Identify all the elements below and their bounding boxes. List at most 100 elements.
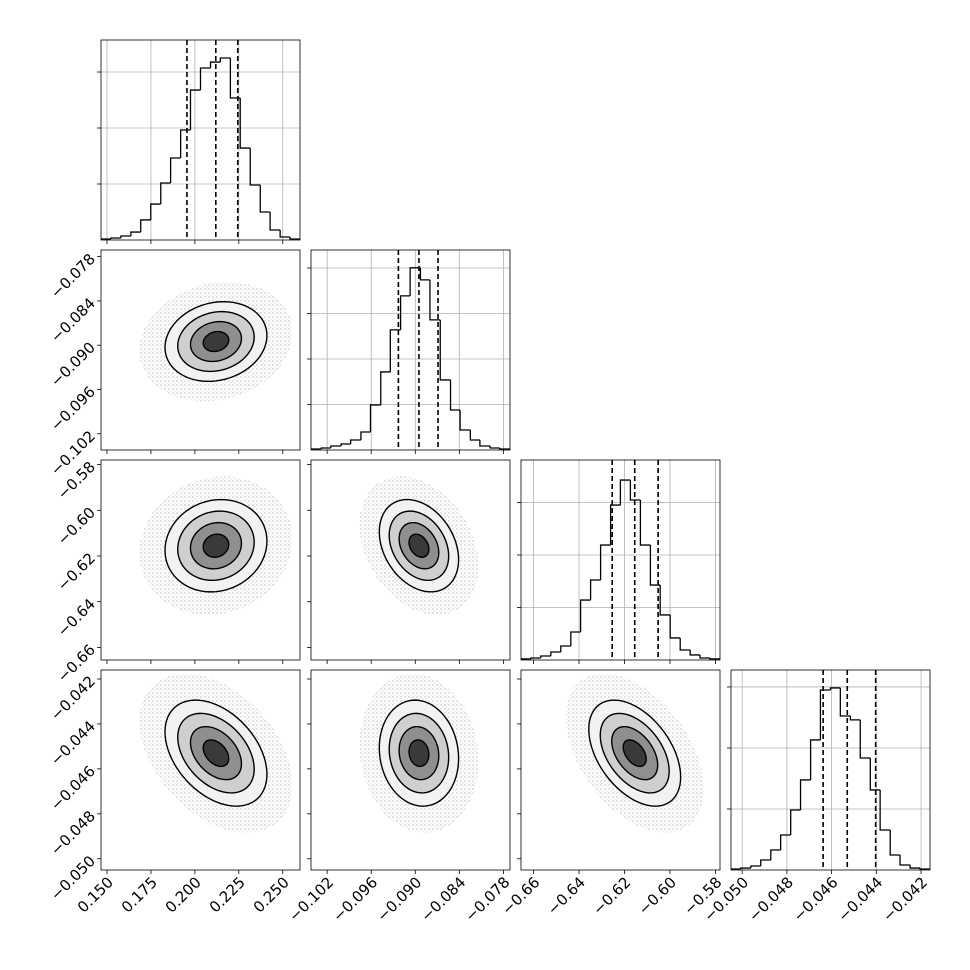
contour-line [588,699,682,807]
contour-line [177,712,255,794]
contour-line [189,521,243,570]
panel [311,250,510,450]
panel [565,673,704,833]
contour-line [378,498,460,593]
contour-fill [409,534,429,558]
panel-frame [310,669,511,871]
histogram-bin [899,854,911,866]
contour-line [408,739,430,768]
panel [139,281,293,402]
histogram-bin [689,650,700,656]
histogram-bin [449,379,461,411]
histogram-bin [279,230,290,238]
contour-line [378,699,460,807]
histogram-bin [639,500,651,546]
histogram-bin [521,658,532,660]
histogram-bin [369,404,381,432]
histogram-bin [560,645,571,653]
histogram-bin [809,739,821,780]
x-tick-label: 0.200 [162,873,205,916]
histogram-bin [311,448,322,450]
histogram-bin [839,687,851,717]
panel [139,673,293,833]
histogram-bin [609,504,621,546]
histogram-bin [419,267,430,281]
histogram-bin [499,447,510,450]
panel-frame [100,249,301,451]
panel-frame [100,39,301,241]
histogram-bin [320,447,331,449]
panel [359,476,479,615]
histogram-bin [829,687,841,691]
histogram-bin [589,579,601,601]
x-tick-label: −0.102 [285,873,337,925]
histogram-bin [209,61,221,68]
contour-line [611,725,659,781]
histogram-bin [849,716,861,721]
panel [731,670,930,870]
panel [139,476,293,615]
panel-frame [100,669,301,871]
histogram-bin [540,655,551,659]
histogram-bin [489,445,500,449]
histogram-bin [409,267,421,296]
x-tick-label: −0.084 [417,873,469,925]
histogram-bin [249,148,261,186]
histogram-bin [429,279,441,321]
histogram-bin [530,657,541,659]
contour-line [189,725,243,781]
contour-line [408,533,430,558]
y-tick-label: −0.096 [47,383,99,435]
contour-line [398,725,440,781]
x-tick-label: 0.175 [118,873,161,916]
x-tick-label: −0.60 [635,873,680,918]
x-tick-label: −0.046 [790,873,842,925]
histogram-bin [120,235,131,238]
x-tick-label: −0.048 [745,873,797,925]
x-tick-label: 0.250 [250,873,293,916]
histogram-bin [110,237,121,239]
panel-frame [100,459,301,661]
histogram-bin [599,544,611,580]
contour-line [599,712,670,794]
x-tick-label: −0.090 [373,873,425,925]
histogram-bin [199,67,211,91]
histogram-bin [889,829,901,856]
histogram-bin [229,58,241,99]
contour-line [388,510,450,582]
histogram-bin [770,849,781,860]
y-tick-label: −0.046 [47,762,99,814]
y-tick-label: −0.044 [47,717,99,769]
histogram-bin [699,654,710,659]
histogram-bin [289,236,300,240]
histogram-bin [150,203,161,220]
y-tick-label: −0.60 [54,504,99,549]
histogram-bin [760,859,771,866]
histogram-bin [269,212,281,231]
histogram-bin [550,651,561,657]
contour-line [202,533,230,558]
histogram-bin [219,57,231,63]
histogram-bin [101,238,112,240]
histogram-bin [731,868,741,870]
histogram-bin [859,719,871,759]
panel-frame [310,249,511,451]
histogram-bin [179,129,191,159]
histogram-bin [649,545,661,586]
x-tick-label: −0.096 [329,873,381,925]
histogram-bin [750,865,761,869]
contour-line [202,739,230,768]
histogram-bin [740,867,751,870]
contour-fill [203,739,229,767]
panel [359,673,479,833]
histogram-bin [779,834,791,850]
histogram-bin [669,614,681,639]
panel-frame [730,669,931,871]
histogram-bin [879,789,891,831]
contour-line [202,330,230,353]
y-tick-label: −0.090 [47,338,99,390]
histogram-bin [790,809,801,835]
panel [521,460,720,660]
histogram-bin [130,231,141,236]
